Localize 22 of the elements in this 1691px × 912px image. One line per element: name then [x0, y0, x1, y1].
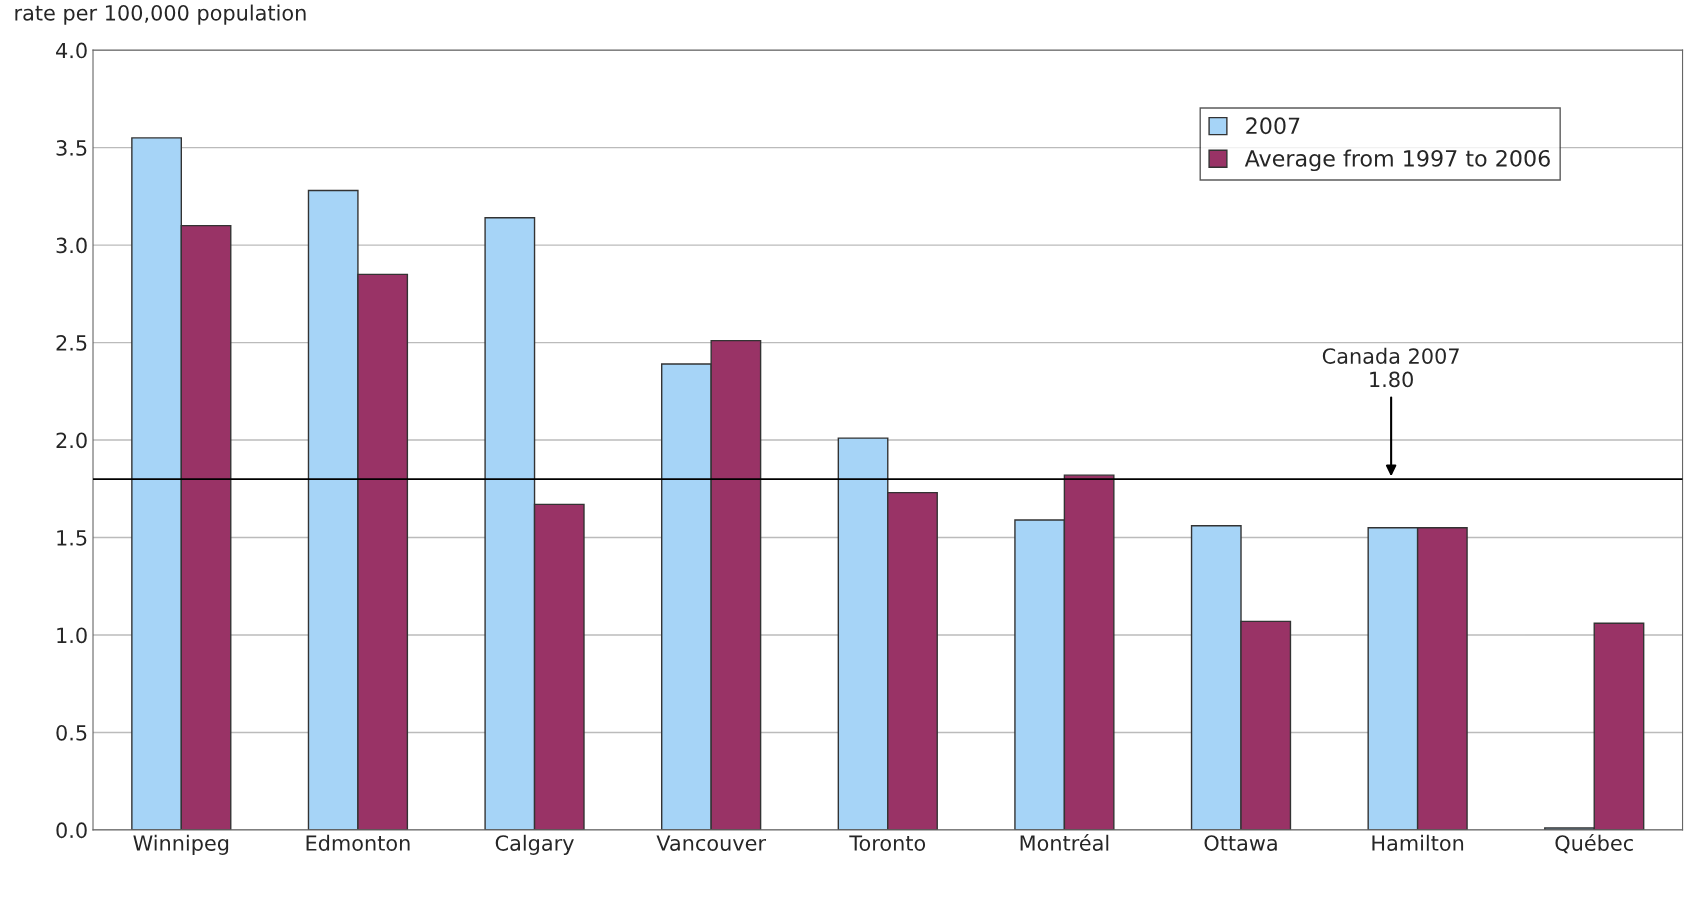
x-tick-label: Québec: [1555, 833, 1633, 854]
legend-label: 2007: [1246, 117, 1300, 135]
y-tick-label: 0.5: [56, 724, 87, 741]
y-axis-title: rate per 100,000 population: [15, 4, 306, 25]
ref-line-label: Canada 2007 1.80: [1322, 347, 1459, 388]
x-tick-label: Hamilton: [1372, 834, 1464, 851]
y-tick-label: 1.5: [57, 530, 87, 546]
y-tick-label: 3.0: [56, 237, 87, 254]
y-tick-label: 2.5: [56, 335, 87, 351]
y-tick-label: 2.0: [56, 432, 87, 449]
x-tick-label: Ottawa: [1204, 835, 1277, 851]
x-tick-label: Winnipeg: [133, 834, 229, 855]
x-tick-label: Vancouver: [656, 835, 767, 851]
y-tick-label: 0.0: [56, 822, 87, 839]
x-tick-label: Montréal: [1020, 833, 1109, 851]
x-tick-label: Calgary: [495, 834, 574, 855]
x-tick-label: Toronto: [849, 835, 926, 851]
y-tick-label: 3.5: [56, 140, 87, 156]
legend-label: Average from 1997 to 2006: [1244, 149, 1550, 172]
y-tick-label: 4.0: [56, 42, 87, 59]
y-tick-label: 1.0: [57, 627, 87, 644]
x-tick-label: Edmonton: [306, 834, 410, 851]
